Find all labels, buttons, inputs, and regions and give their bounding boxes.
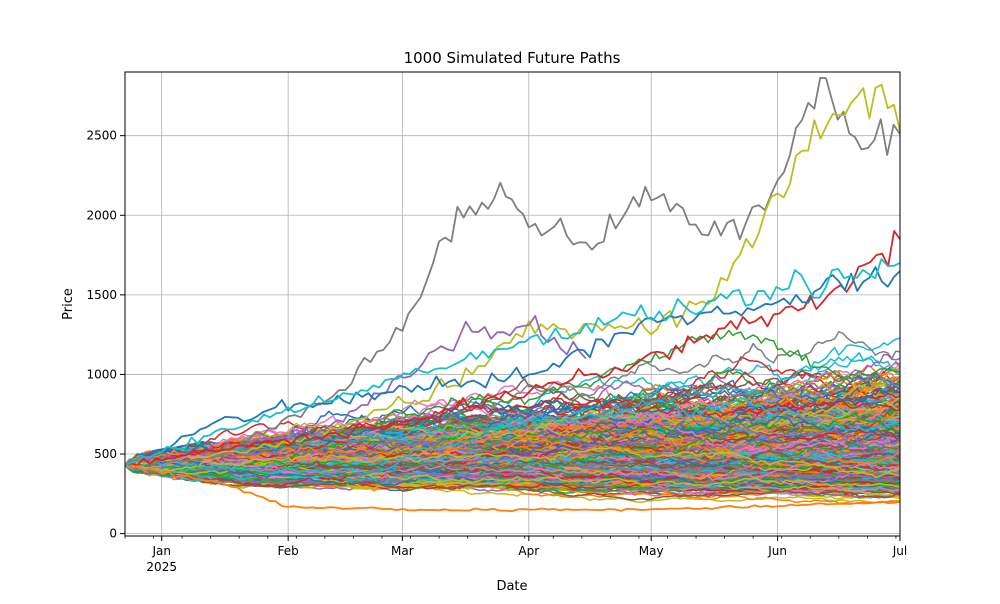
chart-title: 1000 Simulated Future Paths: [404, 49, 621, 67]
plot-frame: [124, 71, 901, 537]
simulated-path: [125, 454, 900, 481]
y-tick-label: 1000: [86, 367, 117, 381]
x-tick-label: Feb: [278, 544, 299, 558]
simulated-path: [125, 429, 900, 472]
y-tick-label: 2000: [86, 208, 117, 222]
simulated-path: [125, 397, 900, 469]
x-axis-label: Date: [496, 579, 527, 594]
y-tick-label: 0: [109, 527, 117, 541]
simulated-path: [125, 442, 900, 478]
x-tick-label: Jan: [151, 544, 171, 558]
simulated-path: [125, 464, 900, 501]
simulated-path: [125, 398, 900, 467]
highlighted-path-1: [125, 83, 900, 469]
ticks-layer: Jan 2025 Feb Mar Apr May Jun Jul 0 500 1000 1500 200…: [86, 129, 907, 574]
x-tick-label: May: [639, 544, 664, 558]
x-tick-sublabel: 2025: [146, 560, 177, 574]
y-tick-label: 500: [94, 447, 117, 461]
x-tick-label: Mar: [391, 544, 414, 558]
highlighted-path-4: [125, 464, 900, 513]
highlighted-path-3: [125, 230, 900, 467]
highlighted-path-0: [125, 77, 900, 468]
y-axis-label: Price: [61, 288, 76, 320]
y-tick-label: 2500: [86, 129, 117, 143]
x-tick-label: Jul: [892, 544, 907, 558]
simulated-path: [125, 434, 900, 473]
x-tick-label: Jun: [767, 544, 787, 558]
x-tick-label: Apr: [518, 544, 539, 558]
y-tick-label: 1500: [86, 288, 117, 302]
simulated-path: [125, 414, 900, 466]
highlighted-path-5: [125, 266, 900, 467]
paths-layer: [125, 77, 900, 513]
simulated-path: [125, 446, 900, 479]
simulated-path: [125, 397, 900, 475]
highlighted-path-6: [125, 258, 900, 467]
simulated-path: [125, 427, 900, 469]
